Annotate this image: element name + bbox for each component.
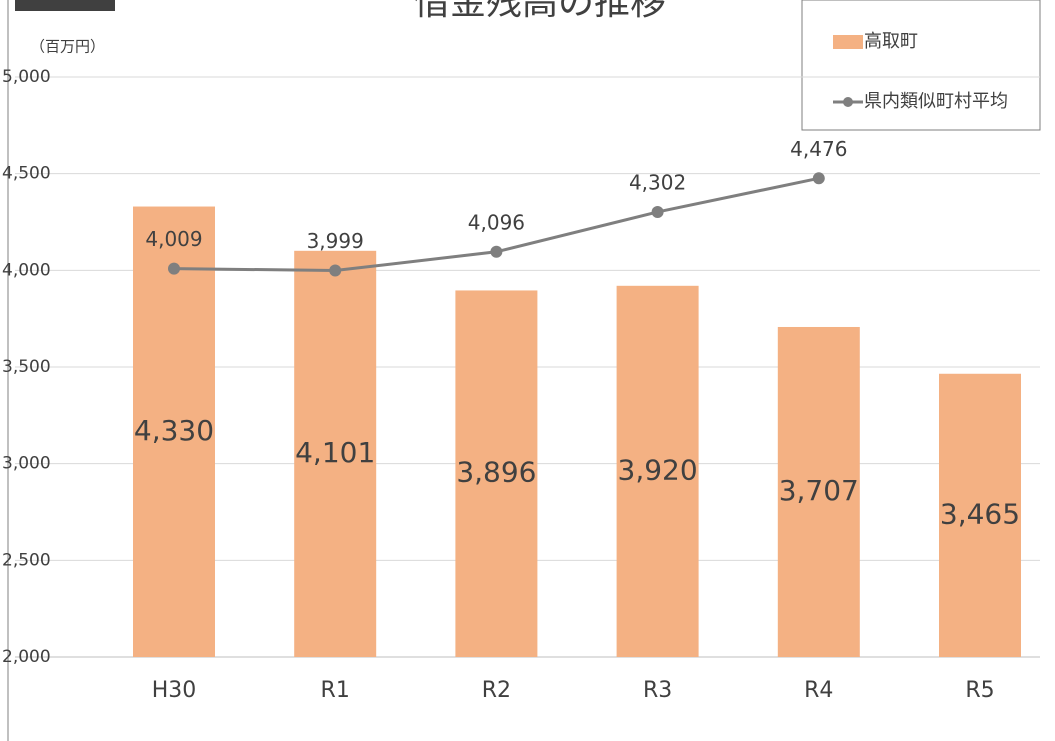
bar — [133, 206, 215, 658]
bar — [455, 290, 538, 657]
y-tick-label: 5,000 — [2, 67, 51, 87]
bar — [616, 285, 699, 657]
x-tick-label: R1 — [321, 678, 350, 703]
y-axis-label: （百万円） — [30, 38, 105, 56]
legend-box — [801, 0, 1041, 131]
y-tick-label: 4,000 — [2, 260, 51, 280]
x-tick-label: R4 — [804, 678, 833, 703]
bar-value-label: 4,330 — [134, 414, 214, 447]
line-marker — [651, 205, 664, 218]
line-value-label: 4,009 — [145, 227, 202, 251]
bar — [777, 326, 860, 657]
y-tick-label: 2,500 — [2, 550, 51, 570]
x-tick-label: H30 — [152, 678, 197, 703]
chart-title: 借金残高の推移 — [414, 0, 666, 23]
line-marker — [329, 264, 342, 277]
legend-label: 高取町 — [864, 31, 918, 52]
x-tick-label: R3 — [643, 678, 672, 703]
line-marker — [490, 245, 503, 258]
line-value-label: 4,302 — [629, 170, 686, 194]
y-tick-label: 3,500 — [2, 357, 51, 377]
line-value-label: 4,476 — [790, 137, 847, 161]
bar-value-label: 3,465 — [940, 497, 1020, 530]
line-value-label: 4,096 — [468, 210, 525, 234]
legend-swatch-marker — [843, 97, 853, 107]
y-tick-label: 4,500 — [2, 164, 51, 184]
y-tick-label: 3,000 — [2, 454, 51, 474]
line-marker — [168, 262, 180, 275]
line-value-label: 3,999 — [307, 229, 364, 253]
x-tick-label: R2 — [482, 678, 511, 703]
bar — [939, 373, 1021, 657]
y-tick-label: 2,000 — [2, 647, 51, 667]
legend-label: 県内類似町村平均 — [864, 91, 1008, 112]
x-tick-label: R5 — [965, 678, 994, 703]
bar-value-label: 3,920 — [618, 453, 698, 486]
bar — [294, 250, 377, 657]
bar-value-label: 4,101 — [295, 436, 375, 469]
bar-value-label: 3,896 — [456, 456, 536, 489]
legend-swatch — [833, 35, 863, 49]
line-marker — [812, 172, 825, 185]
bar-value-label: 3,707 — [779, 474, 859, 507]
corner-tab — [15, 0, 115, 11]
